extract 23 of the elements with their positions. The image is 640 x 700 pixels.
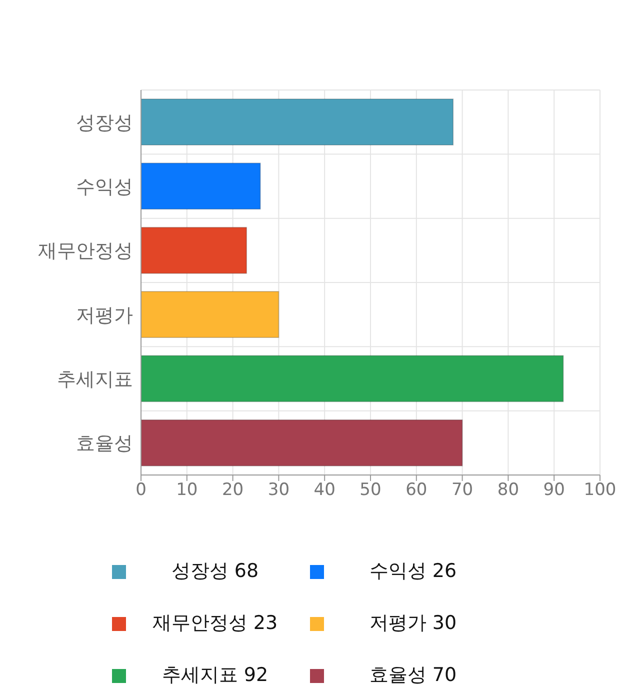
x-tick-label: 20: [222, 480, 244, 500]
y-tick-label: 수익성: [76, 176, 133, 198]
y-tick-label: 저평가: [76, 304, 133, 326]
y-tick-label: 성장성: [76, 112, 133, 134]
x-tick-label: 100: [584, 480, 616, 500]
x-tick-label: 30: [268, 480, 290, 500]
y-tick-label: 효율성: [76, 432, 133, 455]
x-tick-label: 10: [176, 480, 198, 500]
legend-label: 재무안정성 23: [151, 611, 279, 636]
legend-label: 효율성 70: [368, 663, 458, 688]
y-tick-label: 추세지표: [57, 368, 133, 390]
legend-label: 저평가 30: [368, 611, 458, 636]
x-tick-label: 60: [406, 480, 428, 500]
x-tick-label: 0: [136, 480, 146, 500]
x-tick-label: 50: [360, 480, 382, 500]
x-tick-label: 70: [451, 480, 474, 500]
x-tick-label: 40: [314, 480, 336, 500]
y-tick-label: 재무안정성: [38, 240, 133, 262]
legend-label: 추세지표 92: [160, 663, 270, 688]
legend-label: 수익성 26: [368, 559, 458, 584]
x-tick-label: 80: [497, 480, 520, 500]
x-tick-label: 90: [543, 480, 565, 500]
legend-label: 성장성 68: [170, 559, 260, 584]
